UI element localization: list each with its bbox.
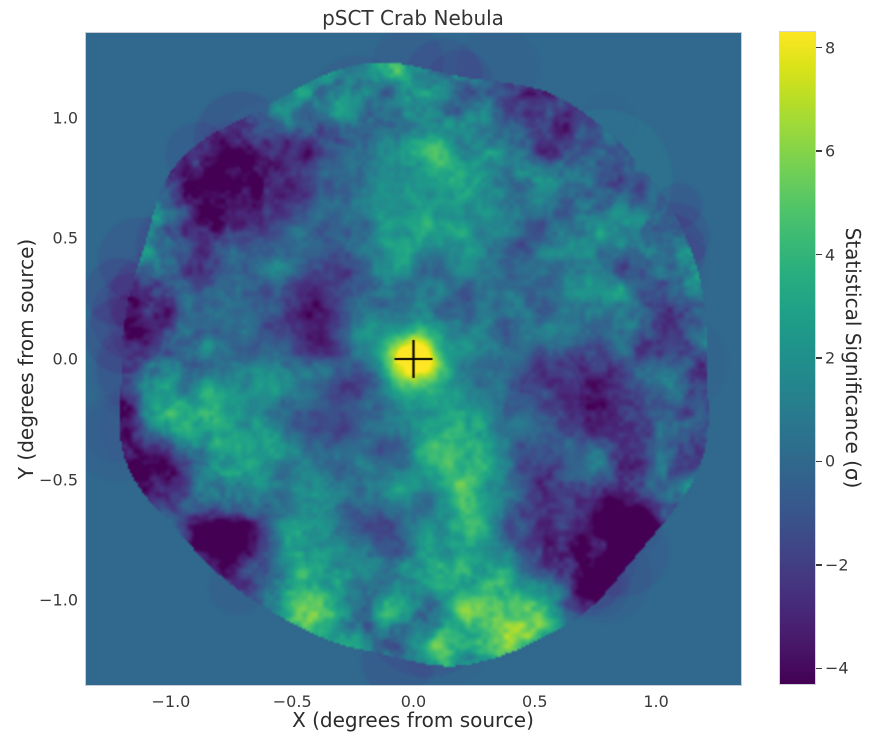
x-axis-label: X (degrees from source) — [292, 708, 534, 732]
y-tick-label: 1.0 — [52, 108, 78, 128]
colorbar-tick-label: 4 — [825, 245, 836, 264]
colorbar-tick — [816, 150, 822, 152]
y-tick-label: 0.5 — [52, 228, 78, 248]
y-tick-label: −1.0 — [39, 590, 78, 610]
significance-heatmap-canvas — [86, 33, 741, 685]
colorbar-tick-label: 0 — [825, 451, 836, 471]
x-tick-label: 0.5 — [522, 692, 548, 711]
x-tick-label: −0.5 — [272, 692, 312, 711]
colorbar-tick — [816, 357, 822, 359]
x-tick-label: 0.0 — [400, 692, 427, 711]
x-tick-label: −1.0 — [151, 692, 191, 711]
y-axis-label: Y (degrees from source) — [14, 238, 38, 480]
plot-title: pSCT Crab Nebula — [322, 6, 504, 30]
colorbar-label: Statistical Significance (σ) — [841, 227, 865, 489]
colorbar-tick — [816, 253, 822, 256]
colorbar-tick — [816, 564, 822, 566]
colorbar-gradient-canvas — [780, 32, 815, 684]
y-tick-label: −0.5 — [39, 470, 78, 490]
colorbar-tick — [816, 460, 822, 463]
colorbar-tick — [816, 46, 822, 49]
colorbar-tick-label: 2 — [825, 348, 836, 368]
colorbar-tick-label: −4 — [825, 658, 849, 678]
y-tick-label: 0.0 — [52, 349, 78, 369]
plot-area — [85, 32, 742, 686]
x-tick-label: 1.0 — [643, 692, 669, 711]
colorbar-tick-label: 8 — [825, 38, 836, 58]
colorbar — [779, 31, 816, 685]
colorbar-tick-label: −2 — [825, 555, 849, 575]
colorbar-tick-label: 6 — [825, 141, 836, 161]
colorbar-tick — [816, 667, 822, 670]
